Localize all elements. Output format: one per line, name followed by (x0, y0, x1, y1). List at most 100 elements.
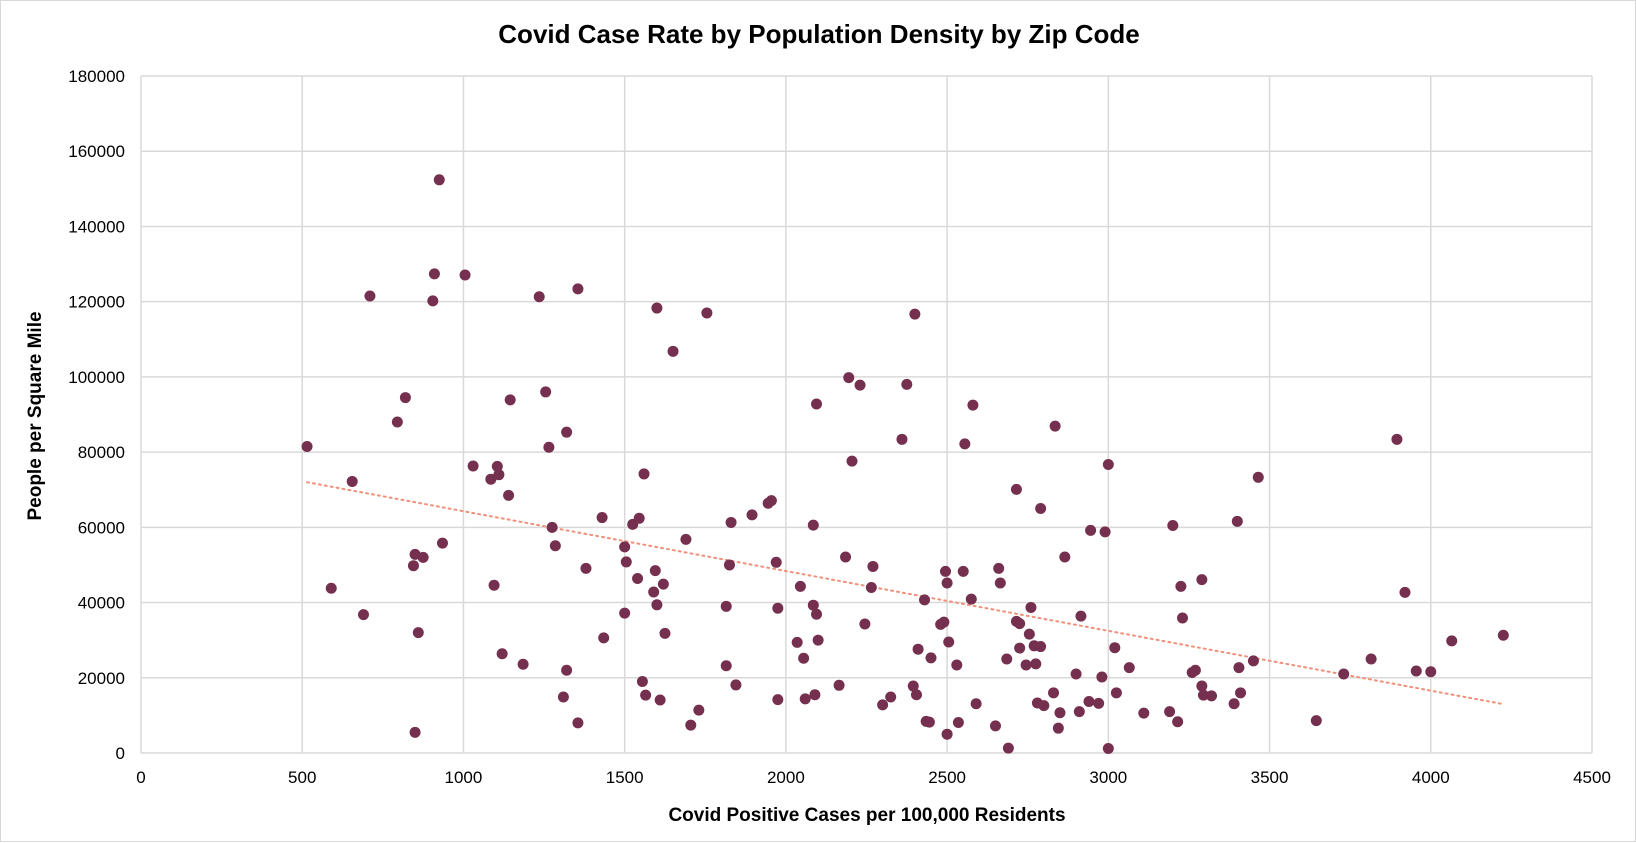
x-tick-label: 1000 (445, 768, 483, 787)
data-point (632, 573, 643, 584)
data-point (655, 694, 666, 705)
data-point (1035, 503, 1046, 514)
data-point (558, 691, 569, 702)
data-point (938, 617, 949, 628)
data-point (798, 653, 809, 664)
data-point (634, 513, 645, 524)
data-point (990, 720, 1001, 731)
data-point (953, 717, 964, 728)
data-point (648, 587, 659, 598)
data-point (550, 540, 561, 551)
x-tick-label: 2500 (928, 768, 966, 787)
data-point (597, 512, 608, 523)
x-tick-label: 4000 (1412, 768, 1450, 787)
y-tick-label: 80000 (78, 443, 125, 462)
data-point (637, 676, 648, 687)
data-point (958, 566, 969, 577)
data-point (561, 427, 572, 438)
data-point (651, 599, 662, 610)
data-point (621, 556, 632, 567)
data-point (966, 594, 977, 605)
data-point (925, 652, 936, 663)
data-point (358, 609, 369, 620)
data-point (418, 552, 429, 563)
data-point (1001, 653, 1012, 664)
data-point (427, 295, 438, 306)
trendline (307, 482, 1503, 704)
data-point (1035, 641, 1046, 652)
data-point (580, 563, 591, 574)
x-tick-label: 500 (288, 768, 316, 787)
data-point (971, 698, 982, 709)
grid-layer (141, 76, 1592, 753)
data-point (877, 699, 888, 710)
data-point (619, 608, 630, 619)
data-point (1075, 611, 1086, 622)
data-point (766, 495, 777, 506)
data-point (1100, 526, 1111, 537)
data-point (1124, 662, 1135, 673)
data-point (792, 637, 803, 648)
data-point (639, 468, 650, 479)
data-point (437, 538, 448, 549)
data-point (943, 637, 954, 648)
data-point (1498, 630, 1509, 641)
data-point (1109, 642, 1120, 653)
data-point (547, 522, 558, 533)
data-point (924, 717, 935, 728)
data-point (572, 717, 583, 728)
data-point (885, 691, 896, 702)
data-point (680, 534, 691, 545)
data-point (1003, 743, 1014, 754)
data-point (302, 441, 313, 452)
y-tick-label: 120000 (68, 293, 125, 312)
data-point (392, 417, 403, 428)
data-point (668, 346, 679, 357)
data-point (1050, 421, 1061, 432)
data-point (659, 628, 670, 639)
y-tick-label: 40000 (78, 594, 125, 613)
data-point (747, 509, 758, 520)
data-point (843, 372, 854, 383)
tick-layer: 0200004000060000800001000001200001400001… (68, 67, 1611, 787)
data-point (1038, 700, 1049, 711)
data-point (598, 632, 609, 643)
data-point (1190, 665, 1201, 676)
data-point (1103, 459, 1114, 470)
data-point (640, 690, 651, 701)
data-point (840, 552, 851, 563)
data-point (534, 291, 545, 302)
data-point (896, 434, 907, 445)
x-tick-label: 1500 (606, 768, 644, 787)
point-layer (302, 174, 1509, 754)
data-point (919, 594, 930, 605)
data-point (1196, 574, 1207, 585)
data-point (434, 174, 445, 185)
data-point (518, 659, 529, 670)
data-point (940, 566, 951, 577)
data-point (460, 269, 471, 280)
data-point (1172, 716, 1183, 727)
data-point (772, 694, 783, 705)
data-point (701, 307, 712, 318)
data-point (1053, 723, 1064, 734)
data-point (468, 461, 479, 472)
x-tick-label: 0 (136, 768, 145, 787)
data-point (489, 580, 500, 591)
data-point (1021, 659, 1032, 670)
data-point (795, 581, 806, 592)
data-point (651, 303, 662, 314)
y-tick-label: 160000 (68, 142, 125, 161)
data-point (1071, 669, 1082, 680)
data-point (942, 577, 953, 588)
y-tick-label: 60000 (78, 518, 125, 537)
data-point (1366, 653, 1377, 664)
data-point (1138, 708, 1149, 719)
data-point (1399, 587, 1410, 598)
data-point (808, 520, 819, 531)
data-point (493, 469, 504, 480)
data-point (800, 693, 811, 704)
data-point (400, 392, 411, 403)
data-point (503, 490, 514, 501)
data-point (730, 679, 741, 690)
